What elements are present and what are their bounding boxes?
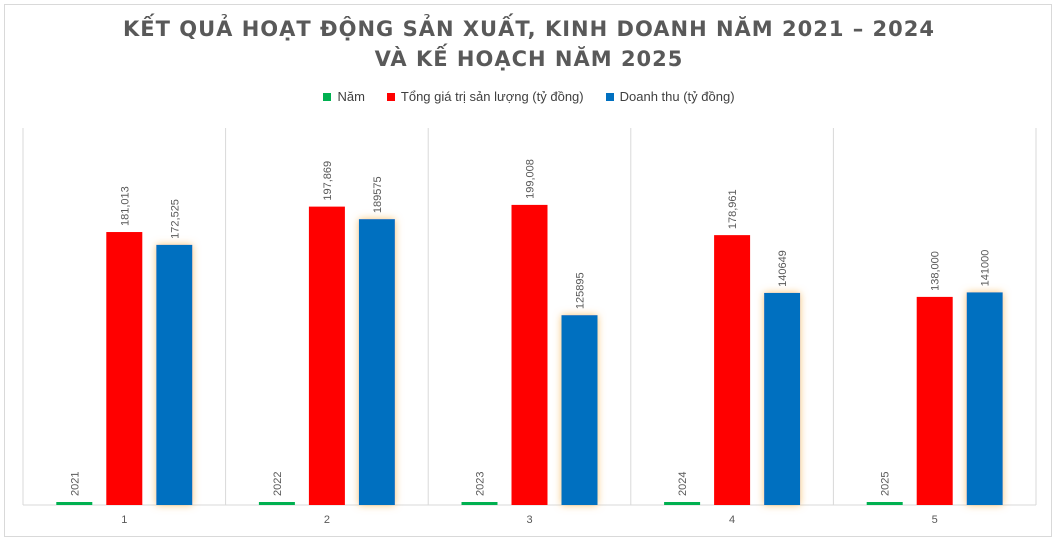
data-label-series-2-cat-4: 140649 <box>777 250 789 287</box>
legend-item-tong-gia-tri: Tổng giá trị sản lượng (tỷ đồng) <box>386 89 584 104</box>
data-label-series-2-cat-3: 125895 <box>575 272 587 309</box>
chart-legend: Năm Tổng giá trị sản lượng (tỷ đồng) Doa… <box>0 89 1058 104</box>
data-label-series-0-cat-2: 2022 <box>272 472 284 496</box>
bar-series-2-cat-3 <box>561 315 598 505</box>
bar-series-0-cat-3 <box>461 502 498 505</box>
legend-item-nam: Năm <box>323 89 365 104</box>
legend-item-doanh-thu: Doanh thu (tỷ đồng) <box>605 89 735 104</box>
data-label-series-2-cat-1: 172,525 <box>169 199 181 239</box>
bar-series-1-cat-2 <box>308 206 345 506</box>
chart-title-line-1: KẾT QUẢ HOẠT ĐỘNG SẢN XUẤT, KINH DOANH N… <box>122 17 936 41</box>
data-label-series-0-cat-5: 2025 <box>880 472 892 496</box>
bar-series-1-cat-4 <box>714 235 751 505</box>
data-label-series-1-cat-1: 181,013 <box>119 186 131 226</box>
bar-series-0-cat-4 <box>664 502 701 505</box>
bar-series-2-cat-4 <box>764 292 801 505</box>
bar-series-0-cat-5 <box>866 502 903 505</box>
data-label-series-0-cat-3: 2023 <box>475 472 487 496</box>
x-tick-label-2: 2 <box>324 514 330 526</box>
data-label-series-0-cat-1: 2021 <box>69 472 81 496</box>
legend-swatch-doanh-thu <box>605 92 614 101</box>
data-label-series-1-cat-3: 199,008 <box>525 159 537 199</box>
bar-series-1-cat-1 <box>106 232 143 505</box>
data-label-series-1-cat-5: 138,000 <box>930 251 942 291</box>
bar-series-2-cat-1 <box>156 244 193 505</box>
legend-swatch-nam <box>323 92 332 101</box>
data-label-series-2-cat-2: 189575 <box>372 176 384 213</box>
legend-label-doanh-thu: Doanh thu (tỷ đồng) <box>619 89 735 104</box>
data-label-series-2-cat-5: 141000 <box>980 250 992 287</box>
bar-series-0-cat-2 <box>258 502 295 505</box>
bar-series-1-cat-5 <box>916 296 953 505</box>
legend-label-nam: Năm <box>337 89 365 104</box>
legend-swatch-tong-gia-tri <box>386 92 395 101</box>
bar-series-2-cat-5 <box>966 292 1003 505</box>
legend-label-tong-gia-tri: Tổng giá trị sản lượng (tỷ đồng) <box>400 89 584 104</box>
data-label-series-1-cat-2: 197,869 <box>322 161 334 201</box>
x-tick-label-3: 3 <box>526 514 532 526</box>
chart-title: KẾT QUẢ HOẠT ĐỘNG SẢN XUẤT, KINH DOANH N… <box>0 14 1058 74</box>
chart-title-line-2: VÀ KẾ HOẠCH NĂM 2025 <box>374 47 684 71</box>
x-tick-label-4: 4 <box>729 514 735 526</box>
bar-series-1-cat-3 <box>511 204 548 505</box>
data-label-series-1-cat-4: 178,961 <box>727 189 739 229</box>
bar-series-0-cat-1 <box>56 502 93 505</box>
data-label-series-0-cat-4: 2024 <box>677 472 689 496</box>
x-tick-label-1: 1 <box>121 514 127 526</box>
bar-series-2-cat-2 <box>358 219 395 505</box>
x-tick-label-5: 5 <box>932 514 938 526</box>
